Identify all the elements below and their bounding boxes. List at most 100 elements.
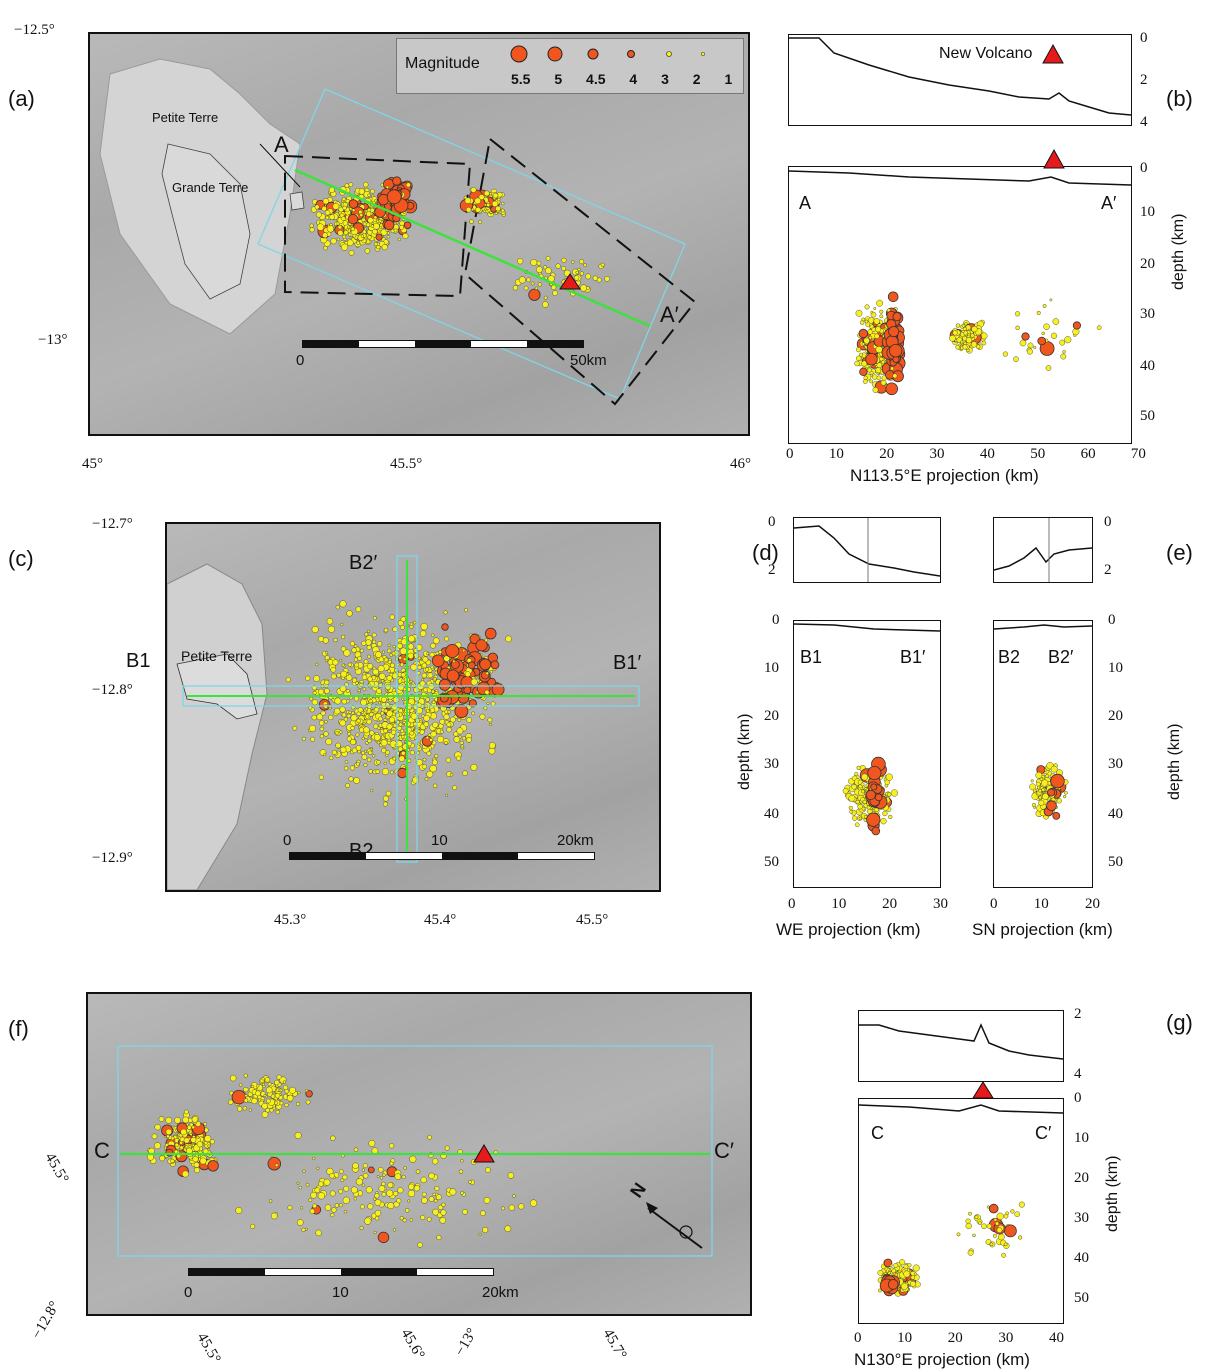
lon-tick: 45.3° [274,912,307,928]
small-event [318,1181,324,1187]
small-event [968,1211,972,1216]
petite-terre-label: Petite Terre [152,110,219,125]
small-event [419,729,425,735]
small-event [367,193,371,198]
section-end-label: B2′ [1048,647,1074,667]
hypocenter-cloud-g [877,1201,1025,1297]
small-event [1041,788,1045,792]
small-event [431,700,436,704]
depth-tick: 30 [1140,306,1155,322]
small-event [892,373,898,379]
small-event [353,644,358,648]
small-event [305,1089,309,1093]
small-event [952,330,958,336]
small-event [296,1219,304,1226]
small-event [324,719,328,724]
small-event [332,203,340,210]
small-event [356,711,361,716]
bathy-profile-g [858,1010,1064,1082]
small-event [575,270,579,275]
small-event [1031,802,1036,807]
small-event [544,267,552,274]
small-event [1005,1211,1009,1216]
small-event [445,757,452,763]
small-event [851,815,858,821]
small-event [191,1116,199,1123]
small-event [1096,325,1102,330]
small-event [367,629,371,633]
small-event [194,1167,200,1174]
small-event [545,255,551,261]
small-event [381,1191,387,1197]
small-event [859,320,865,325]
bathy-tick: 0 [1140,30,1148,46]
small-event [579,271,584,276]
small-event [457,718,462,722]
small-event [879,314,884,319]
small-event [407,652,414,659]
small-event [361,217,366,222]
small-event [360,234,364,238]
small-event [877,1269,884,1276]
x-tick: 70 [1130,446,1146,462]
small-event [470,678,478,686]
small-event [416,702,423,708]
small-event [204,1135,212,1143]
section-end-label: C′ [714,1138,735,1163]
small-event [376,760,381,765]
small-event [452,659,456,663]
small-event [464,608,468,613]
lat-tick: −12.5° [14,22,55,38]
small-event [363,181,369,188]
small-event [1056,798,1062,804]
small-event [323,731,329,737]
small-event [374,1209,382,1217]
small-event [426,751,432,756]
small-event [889,1263,893,1267]
small-event [912,1264,920,1272]
small-event [372,228,378,235]
small-event [971,326,978,333]
small-event [462,649,466,653]
small-event [350,739,357,746]
small-event [318,720,325,726]
panel-a-label: (a) [8,86,35,111]
small-event [361,1168,365,1172]
small-event [497,197,501,202]
small-event [970,333,975,338]
small-event [387,1182,394,1189]
small-event [421,1191,427,1197]
small-event [403,1166,407,1170]
x-axis-label: N130°E projection (km) [854,1350,1030,1369]
small-event [264,1077,271,1083]
small-event [323,245,328,251]
small-event [286,1094,294,1102]
small-event [363,659,369,664]
small-event [458,1169,463,1174]
small-event [315,662,319,666]
small-event [432,637,440,645]
small-event [364,632,369,637]
small-event [1033,345,1037,349]
small-event [378,1166,384,1173]
small-event [1014,1211,1020,1217]
depth-tick: 10 [1140,204,1155,220]
small-event [323,1178,331,1186]
small-event [972,1233,976,1238]
depth-tick: 0 [1108,612,1116,628]
compass-icon [679,1225,693,1239]
small-event [389,1161,394,1166]
small-event [530,259,538,266]
small-event [874,333,880,339]
small-event [402,657,407,662]
small-event [443,713,450,720]
small-event [579,259,585,265]
hypocenter-cloud-e [1029,762,1069,820]
small-event [876,299,884,307]
panel-b-label: (b) [1166,86,1193,111]
small-event [159,1155,166,1162]
petite-terre-island [289,191,305,211]
small-event [416,729,421,733]
section-start-label: C [94,1138,110,1163]
small-event [341,197,346,202]
